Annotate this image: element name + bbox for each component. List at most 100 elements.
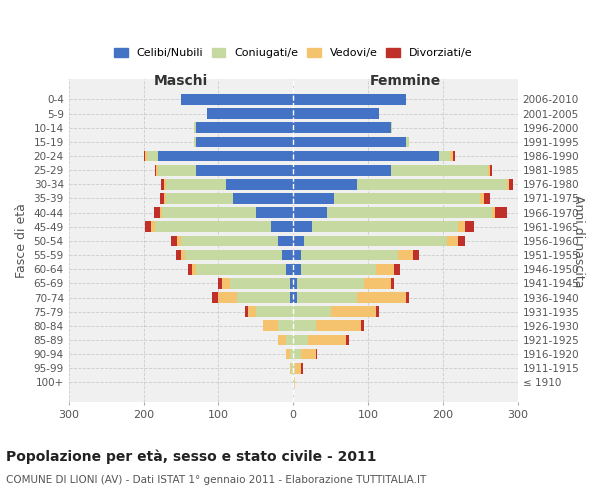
- Bar: [245, 306, 248, 317]
- Bar: [316, 349, 317, 360]
- Bar: [506, 179, 509, 190]
- Bar: [331, 306, 376, 317]
- Bar: [293, 363, 295, 374]
- Bar: [413, 250, 419, 260]
- Bar: [297, 278, 364, 288]
- Bar: [218, 278, 222, 288]
- Y-axis label: Anni di nascita: Anni di nascita: [572, 194, 585, 287]
- Bar: [293, 222, 312, 232]
- Bar: [293, 193, 334, 204]
- Bar: [458, 236, 466, 246]
- Bar: [481, 193, 484, 204]
- Bar: [304, 236, 447, 246]
- Bar: [164, 179, 166, 190]
- Bar: [145, 151, 147, 162]
- Bar: [286, 334, 293, 345]
- Bar: [155, 222, 271, 232]
- Bar: [196, 136, 293, 147]
- Bar: [447, 236, 458, 246]
- Legend: Celibi/Nubili, Coniugati/e, Vedovi/e, Divorziati/e: Celibi/Nubili, Coniugati/e, Vedovi/e, Di…: [110, 43, 476, 62]
- Bar: [196, 122, 293, 133]
- Bar: [364, 278, 391, 288]
- Bar: [391, 165, 488, 175]
- Bar: [466, 222, 475, 232]
- Bar: [453, 151, 455, 162]
- Bar: [218, 292, 237, 303]
- Text: COMUNE DI LIONI (AV) - Dati ISTAT 1° gennaio 2011 - Elaborazione TUTTITALIA.IT: COMUNE DI LIONI (AV) - Dati ISTAT 1° gen…: [6, 475, 426, 485]
- Bar: [357, 292, 406, 303]
- Bar: [301, 363, 303, 374]
- Bar: [334, 193, 481, 204]
- Bar: [391, 122, 392, 133]
- Bar: [312, 222, 458, 232]
- Bar: [293, 377, 294, 388]
- Bar: [164, 193, 166, 204]
- Bar: [293, 264, 301, 274]
- Bar: [166, 193, 233, 204]
- Bar: [162, 208, 256, 218]
- Bar: [181, 250, 185, 260]
- Bar: [237, 292, 290, 303]
- Bar: [308, 334, 346, 345]
- Bar: [496, 208, 506, 218]
- Bar: [484, 193, 490, 204]
- Bar: [256, 306, 293, 317]
- Bar: [301, 264, 376, 274]
- Bar: [147, 151, 158, 162]
- Bar: [293, 292, 297, 303]
- Bar: [451, 151, 453, 162]
- Bar: [290, 363, 291, 374]
- Bar: [226, 179, 293, 190]
- Bar: [222, 278, 230, 288]
- Bar: [406, 292, 409, 303]
- Text: Femmine: Femmine: [370, 74, 441, 88]
- Bar: [278, 320, 293, 331]
- Bar: [160, 193, 164, 204]
- Bar: [212, 292, 218, 303]
- Bar: [491, 208, 496, 218]
- Bar: [286, 264, 293, 274]
- Bar: [293, 334, 308, 345]
- Bar: [158, 151, 293, 162]
- Bar: [233, 193, 293, 204]
- Bar: [316, 320, 361, 331]
- Bar: [194, 136, 196, 147]
- Bar: [391, 278, 394, 288]
- Bar: [293, 278, 297, 288]
- Bar: [361, 320, 364, 331]
- Bar: [293, 179, 357, 190]
- Bar: [286, 349, 290, 360]
- Bar: [185, 250, 282, 260]
- Bar: [290, 278, 293, 288]
- Bar: [207, 108, 293, 119]
- Bar: [293, 108, 379, 119]
- Bar: [294, 377, 295, 388]
- Text: Popolazione per età, sesso e stato civile - 2011: Popolazione per età, sesso e stato civil…: [6, 450, 377, 464]
- Bar: [166, 179, 226, 190]
- Bar: [171, 236, 177, 246]
- Bar: [293, 122, 391, 133]
- Bar: [357, 179, 506, 190]
- Bar: [278, 334, 286, 345]
- Bar: [196, 264, 286, 274]
- Bar: [293, 250, 301, 260]
- Bar: [439, 151, 451, 162]
- Bar: [301, 349, 316, 360]
- Bar: [181, 94, 293, 105]
- Bar: [248, 306, 256, 317]
- Bar: [290, 292, 293, 303]
- Bar: [346, 334, 349, 345]
- Bar: [293, 236, 304, 246]
- Bar: [490, 165, 493, 175]
- Bar: [301, 250, 398, 260]
- Bar: [160, 208, 162, 218]
- Bar: [256, 208, 293, 218]
- Bar: [293, 306, 331, 317]
- Bar: [509, 179, 512, 190]
- Text: Maschi: Maschi: [154, 74, 208, 88]
- Bar: [151, 222, 155, 232]
- Bar: [327, 208, 491, 218]
- Bar: [290, 349, 293, 360]
- Bar: [192, 264, 196, 274]
- Bar: [295, 363, 301, 374]
